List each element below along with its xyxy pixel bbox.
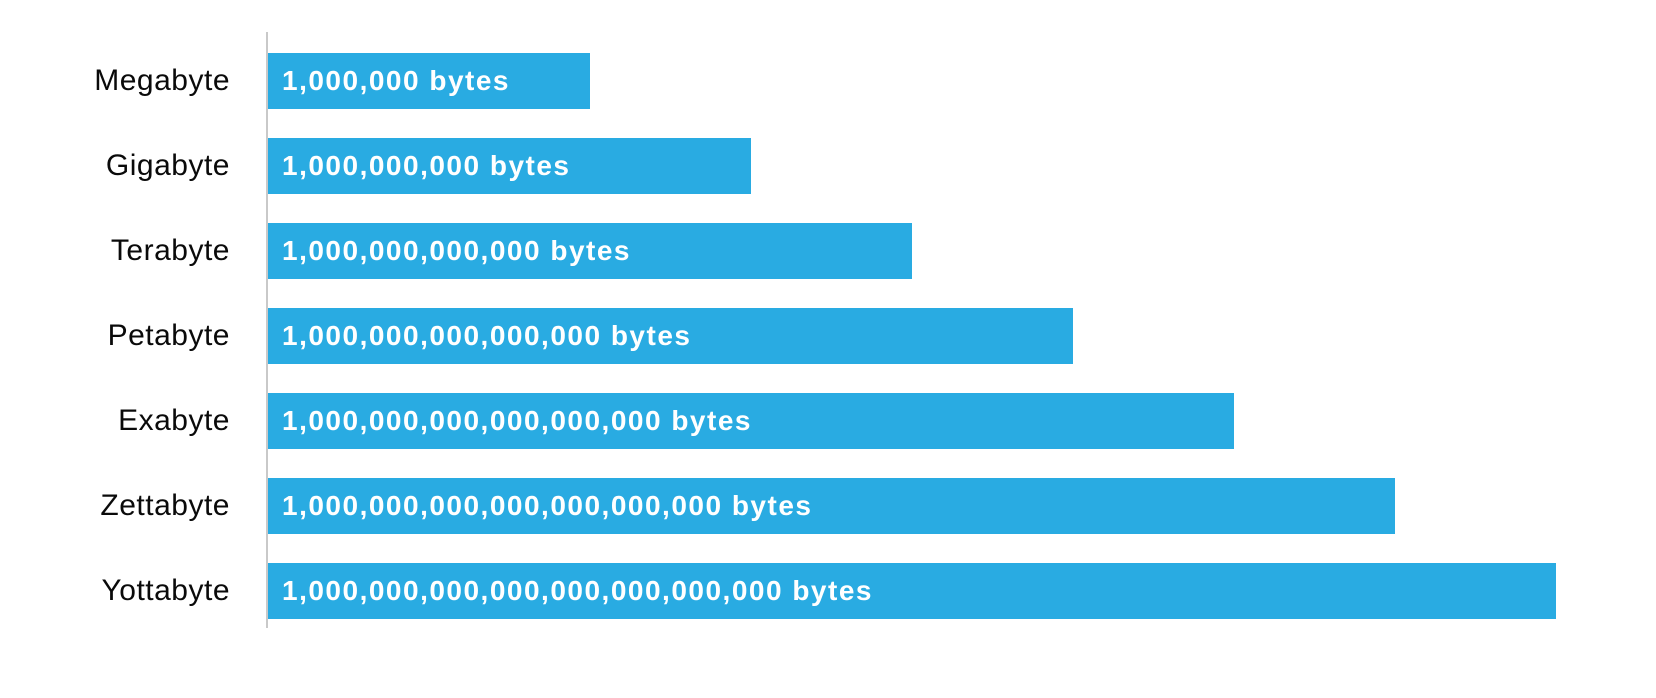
bar-value-label: 1,000,000,000,000,000,000 bytes bbox=[282, 405, 752, 436]
chart-row: Zettabyte 1,000,000,000,000,000,000,000 … bbox=[0, 478, 1556, 534]
category-label: Zettabyte bbox=[100, 489, 230, 522]
category-label: Terabyte bbox=[110, 234, 230, 267]
category-label: Exabyte bbox=[118, 404, 230, 437]
bar-value-label: 1,000,000,000,000,000,000,000 bytes bbox=[282, 490, 813, 521]
bar-value-label: 1,000,000,000 bytes bbox=[282, 150, 571, 181]
chart-row: Petabyte 1,000,000,000,000,000 bytes bbox=[0, 308, 1556, 364]
bar-value-label: 1,000,000 bytes bbox=[282, 65, 510, 96]
bar-track: 1,000,000,000,000,000,000 bytes bbox=[268, 393, 1556, 449]
bar-track: 1,000,000,000,000,000,000,000 bytes bbox=[268, 478, 1556, 534]
bar: 1,000,000,000,000,000 bytes bbox=[268, 308, 1073, 364]
chart-row: Yottabyte 1,000,000,000,000,000,000,000,… bbox=[0, 563, 1556, 619]
bar-value-label: 1,000,000,000,000 bytes bbox=[282, 235, 631, 266]
bar-value-label: 1,000,000,000,000,000 bytes bbox=[282, 320, 692, 351]
category-label: Gigabyte bbox=[105, 149, 230, 182]
bar: 1,000,000 bytes bbox=[268, 53, 590, 109]
bar-value-label: 1,000,000,000,000,000,000,000,000 bytes bbox=[282, 575, 873, 606]
category-label: Yottabyte bbox=[101, 574, 230, 607]
bar: 1,000,000,000,000,000,000 bytes bbox=[268, 393, 1234, 449]
bar-track: 1,000,000,000,000,000,000,000,000 bytes bbox=[268, 563, 1556, 619]
bar-track: 1,000,000,000,000 bytes bbox=[268, 223, 1556, 279]
chart-row: Terabyte 1,000,000,000,000 bytes bbox=[0, 223, 1556, 279]
bar: 1,000,000,000,000 bytes bbox=[268, 223, 912, 279]
bar-track: 1,000,000 bytes bbox=[268, 53, 1556, 109]
bar: 1,000,000,000,000,000,000,000,000 bytes bbox=[268, 563, 1556, 619]
chart-row: Gigabyte 1,000,000,000 bytes bbox=[0, 138, 1556, 194]
chart-row: Megabyte 1,000,000 bytes bbox=[0, 53, 1556, 109]
chart-row: Exabyte 1,000,000,000,000,000,000 bytes bbox=[0, 393, 1556, 449]
bar: 1,000,000,000,000,000,000,000 bytes bbox=[268, 478, 1395, 534]
bar: 1,000,000,000 bytes bbox=[268, 138, 751, 194]
category-label: Megabyte bbox=[94, 64, 230, 97]
y-axis-line bbox=[266, 32, 268, 628]
bar-track: 1,000,000,000,000,000 bytes bbox=[268, 308, 1556, 364]
category-label: Petabyte bbox=[107, 319, 230, 352]
chart-rows: Megabyte 1,000,000 bytes Gigabyte 1,000,… bbox=[0, 53, 1556, 619]
bytes-bar-chart: Megabyte 1,000,000 bytes Gigabyte 1,000,… bbox=[0, 32, 1556, 628]
bar-track: 1,000,000,000 bytes bbox=[268, 138, 1556, 194]
